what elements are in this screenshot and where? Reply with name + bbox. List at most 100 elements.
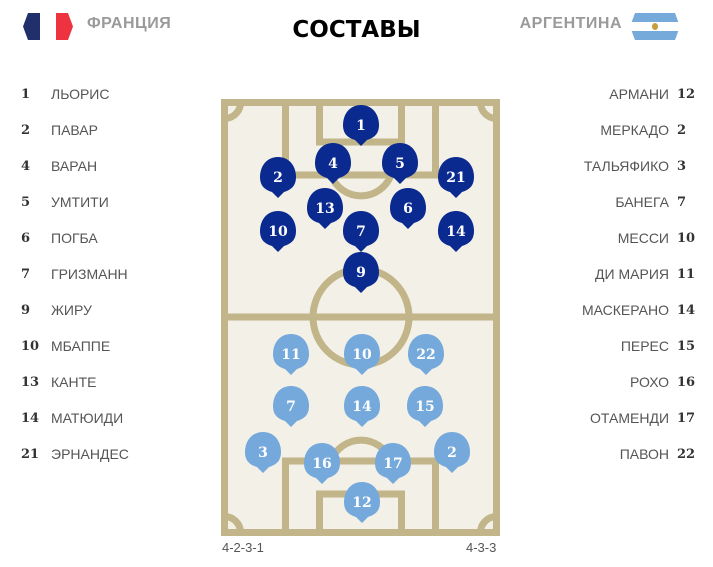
player-row[interactable]: ПЕРЕС 15 <box>582 328 713 364</box>
away-player-marker[interactable]: 17 <box>375 443 411 484</box>
away-player-marker[interactable]: 15 <box>407 386 443 427</box>
player-name: ГРИЗМАНН <box>51 266 128 282</box>
player-row[interactable]: ОТАМЕНДИ 17 <box>582 400 713 436</box>
marker-number: 11 <box>281 347 300 363</box>
player-row[interactable]: 14 МАТЮИДИ <box>0 400 129 436</box>
shield-icon <box>344 482 380 523</box>
player-row[interactable]: 13 КАНТЕ <box>0 364 129 400</box>
player-row[interactable]: МЕРКАДО 2 <box>582 112 713 148</box>
shield-icon <box>344 386 380 427</box>
player-name: МАТЮИДИ <box>51 410 124 426</box>
player-name: ЖИРУ <box>51 302 92 318</box>
away-player-marker[interactable]: 14 <box>344 386 380 427</box>
shield-icon <box>408 334 444 375</box>
top-penalty-box <box>282 102 439 179</box>
player-row[interactable]: 2 ПАВАР <box>0 112 129 148</box>
home-player-marker[interactable]: 7 <box>343 211 379 252</box>
player-name: ТАЛЬЯФИКО <box>583 158 669 174</box>
shield-icon <box>343 211 379 252</box>
away-team-name: АРГЕНТИНА <box>519 15 622 32</box>
away-player-marker[interactable]: 11 <box>273 334 309 375</box>
page-title: СОСТАВЫ <box>292 17 421 43</box>
player-name: ЭРНАНДЕС <box>51 446 129 462</box>
player-number: 10 <box>677 230 696 246</box>
player-row[interactable]: ТАЛЬЯФИКО 3 <box>582 148 713 184</box>
home-player-marker[interactable]: 14 <box>438 211 474 252</box>
away-player-marker[interactable]: 3 <box>245 432 281 473</box>
player-row[interactable]: ДИ МАРИЯ 11 <box>582 256 713 292</box>
marker-number: 4 <box>328 156 338 172</box>
marker-number: 1 <box>356 118 366 134</box>
player-name: КАНТЕ <box>51 374 97 390</box>
away-player-marker[interactable]: 10 <box>344 334 380 375</box>
player-name: РОХО <box>629 374 669 390</box>
argentina-flag-icon <box>630 13 680 40</box>
player-number: 16 <box>677 374 696 390</box>
player-row[interactable]: 6 ПОГБА <box>0 220 129 256</box>
marker-number: 10 <box>268 224 288 240</box>
shield-icon <box>315 143 351 184</box>
player-number: 1 <box>21 86 31 102</box>
shield-icon <box>260 211 296 252</box>
player-number: 10 <box>21 338 40 354</box>
shield-icon <box>273 334 309 375</box>
marker-number: 22 <box>416 347 435 363</box>
away-player-marker[interactable]: 22 <box>408 334 444 375</box>
home-team-name: ФРАНЦИЯ <box>87 15 172 32</box>
home-formation: 4-2-3-1 <box>222 540 264 555</box>
home-player-marker[interactable]: 1 <box>343 105 379 146</box>
player-row[interactable]: РОХО 16 <box>582 364 713 400</box>
player-row[interactable]: 9 ЖИРУ <box>0 292 129 328</box>
player-row[interactable]: 21 ЭРНАНДЕС <box>0 436 129 472</box>
shield-icon <box>390 188 426 229</box>
player-row[interactable]: ПАВОН 22 <box>582 436 713 472</box>
player-row[interactable]: 5 УМТИТИ <box>0 184 129 220</box>
home-player-marker[interactable]: 21 <box>438 157 474 198</box>
player-name: ПАВАР <box>51 122 98 138</box>
shield-icon <box>438 157 474 198</box>
player-row[interactable]: АРМАНИ 12 <box>582 76 713 112</box>
home-player-marker[interactable]: 2 <box>260 157 296 198</box>
shield-icon <box>260 157 296 198</box>
away-player-marker[interactable]: 12 <box>344 482 380 523</box>
player-row[interactable]: 10 МБАППЕ <box>0 328 129 364</box>
player-row[interactable]: 4 ВАРАН <box>0 148 129 184</box>
player-name: ВАРАН <box>51 158 98 174</box>
player-row[interactable]: 1 ЛЬОРИС <box>0 76 129 112</box>
player-number: 21 <box>21 446 40 462</box>
marker-number: 3 <box>258 445 268 461</box>
shield-icon <box>407 386 443 427</box>
player-row[interactable]: МАСКЕРАНО 14 <box>582 292 713 328</box>
player-number: 9 <box>21 302 31 318</box>
away-player-marker[interactable]: 7 <box>273 386 309 427</box>
home-player-marker[interactable]: 9 <box>343 252 379 293</box>
home-player-marker[interactable]: 10 <box>260 211 296 252</box>
home-player-marker[interactable]: 4 <box>315 143 351 184</box>
marker-number: 2 <box>447 445 457 461</box>
player-number: 5 <box>21 194 31 210</box>
player-number: 11 <box>677 266 696 282</box>
away-player-marker[interactable]: 16 <box>304 443 340 484</box>
shield-icon <box>343 252 379 293</box>
home-player-marker[interactable]: 5 <box>382 143 418 184</box>
player-name: ЛЬОРИС <box>51 86 110 102</box>
player-row[interactable]: БАНЕГА 7 <box>582 184 713 220</box>
player-number: 6 <box>21 230 31 246</box>
home-player-marker[interactable]: 13 <box>307 188 343 229</box>
marker-number: 12 <box>352 495 371 511</box>
shield-icon <box>343 105 379 146</box>
player-number: 12 <box>677 86 696 102</box>
shield-icon <box>434 432 470 473</box>
marker-number: 6 <box>403 201 413 217</box>
player-name: ПАВОН <box>619 446 669 462</box>
away-formation: 4-3-3 <box>466 540 497 555</box>
player-number: 2 <box>21 122 31 138</box>
home-player-marker[interactable]: 6 <box>390 188 426 229</box>
player-name: МАСКЕРАНО <box>581 302 669 318</box>
player-row[interactable]: 7 ГРИЗМАНН <box>0 256 129 292</box>
corner-arc <box>224 513 244 533</box>
away-player-marker[interactable]: 2 <box>434 432 470 473</box>
corner-arc <box>477 513 497 533</box>
player-row[interactable]: МЕССИ 10 <box>582 220 713 256</box>
